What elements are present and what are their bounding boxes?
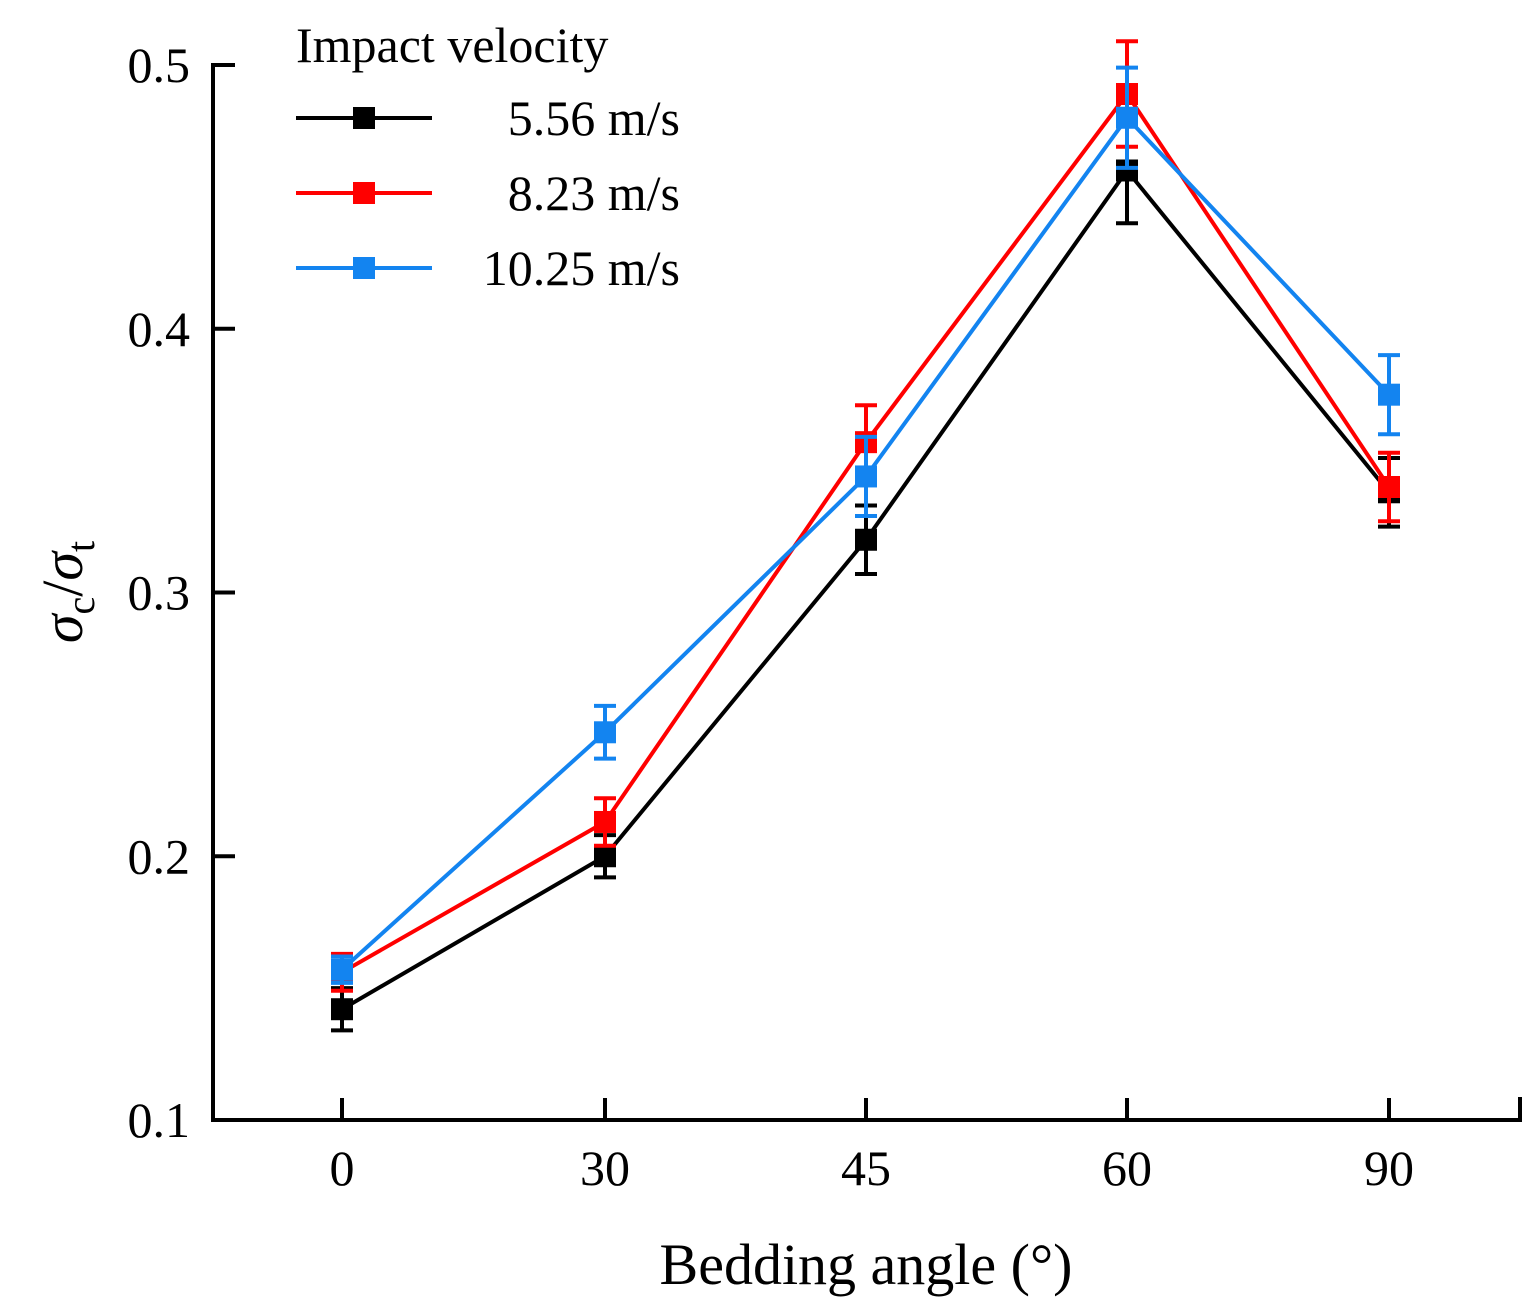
y-title-sub-t: t [58, 541, 103, 552]
y-title-sigma-t: σ [30, 550, 95, 581]
x-tick-label: 0 [330, 1140, 355, 1196]
legend-label: 10.25 m/s [483, 240, 680, 296]
y-title-slash: / [30, 580, 95, 597]
series-group [331, 39, 1400, 1033]
data-point [594, 845, 616, 868]
x-tick-label: 90 [1364, 1140, 1414, 1196]
legend-item: 5.56 m/s [296, 90, 680, 146]
series-2 [331, 65, 1400, 985]
data-point [1116, 159, 1138, 182]
x-ticks: 0 30 45 60 90 [330, 1098, 1414, 1196]
data-point [331, 958, 353, 981]
data-point [855, 465, 877, 488]
x-tick-label: 60 [1102, 1140, 1152, 1196]
x-tick-label: 30 [580, 1140, 630, 1196]
y-tick-label: 0.3 [128, 565, 191, 621]
y-title-sub-c: c [58, 597, 103, 615]
y-axis-title: σc/σt [30, 541, 103, 643]
x-tick-label: 45 [841, 1140, 891, 1196]
data-point [1378, 476, 1400, 498]
y-tick-label: 0.5 [128, 37, 191, 93]
legend-marker [353, 257, 375, 279]
data-point [1116, 106, 1138, 129]
data-point [855, 528, 877, 551]
legend-item: 8.23 m/s [296, 165, 680, 221]
y-tick-label: 0.4 [128, 301, 191, 357]
legend-item: 10.25 m/s [296, 240, 680, 296]
legend-label: 8.23 m/s [508, 165, 680, 221]
data-point [594, 721, 616, 744]
data-point [594, 810, 616, 833]
legend-title: Impact velocity [296, 17, 608, 73]
axes [211, 63, 1522, 1122]
data-point [331, 998, 353, 1021]
legend-marker [353, 182, 375, 204]
y-ticks: 0.1 0.2 0.3 0.4 0.5 [128, 37, 235, 1148]
legend-label: 5.56 m/s [508, 90, 680, 146]
y-tick-label: 0.1 [128, 1092, 191, 1148]
legend: Impact velocity 5.56 m/s 8.23 m/s 10.25 m/… [296, 17, 680, 296]
y-title-sigma-c: σ [30, 612, 95, 643]
y-tick-label: 0.2 [128, 828, 191, 884]
data-point [1378, 383, 1400, 406]
series-0 [331, 115, 1400, 1033]
x-axis-title: Bedding angle (°) [660, 1232, 1073, 1297]
legend-marker [353, 107, 375, 129]
